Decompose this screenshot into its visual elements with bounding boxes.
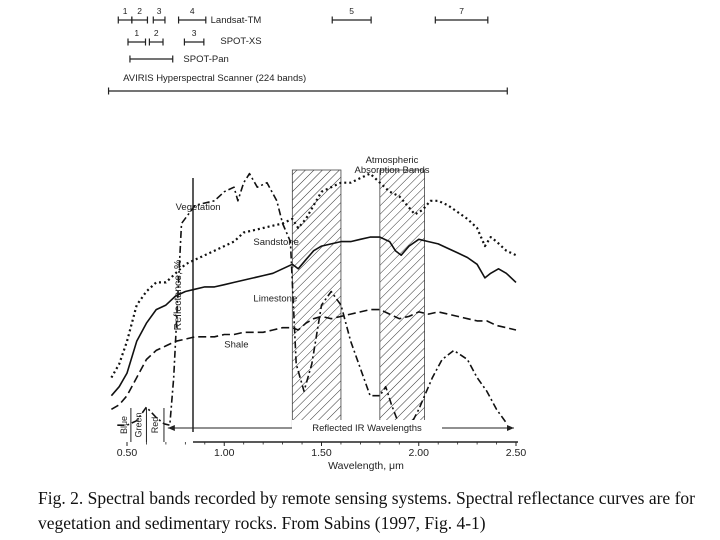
series-label-shale: Shale	[224, 340, 248, 351]
reflectance-curves	[110, 172, 517, 428]
sensor-band-number: 4	[190, 6, 195, 16]
sensor-band-number: 2	[137, 6, 142, 16]
x-tick-label: 1.50	[311, 447, 332, 459]
color-regions: Blue Green Red Reflected IR Wavelengths	[119, 408, 514, 442]
sensor-name-label: Landsat-TM	[211, 15, 262, 26]
series-sandstone-line	[110, 172, 517, 379]
series-shale-line	[111, 308, 517, 410]
color-region-label: Green	[134, 412, 144, 437]
sensor-band-number: 1	[134, 28, 139, 38]
reflected-ir-label-bg	[292, 420, 442, 433]
sensor-band-number: 5	[349, 6, 354, 16]
x-tick-label: 2.50	[506, 447, 527, 459]
sensor-name-label: SPOT-XS	[220, 36, 261, 47]
x-ticks: 0.50 1.00 1.50 2.00 2.50	[117, 442, 527, 459]
series-label-vegetation: Vegetation	[176, 202, 221, 213]
absorption-label-2: Absorption Bands	[355, 165, 430, 176]
x-tick-label: 0.50	[117, 447, 138, 459]
series-labels: Vegetation Sandstone Limestone Shale	[176, 202, 299, 351]
reflected-ir-label: Reflected IR Wavelengths	[312, 423, 422, 434]
plot-axes	[192, 178, 518, 443]
series-label-limestone: Limestone	[253, 293, 297, 304]
absorption-band-1	[291, 169, 342, 429]
sensor-band-number: 7	[459, 6, 464, 16]
color-region-label: Blue	[119, 416, 129, 434]
sensor-band-number: 2	[154, 28, 159, 38]
x-axis-label: Wavelength, μm	[328, 460, 404, 472]
sensor-band-number: 3	[192, 28, 197, 38]
sensor-name-label: SPOT-Pan	[183, 54, 228, 65]
absorption-label-1: Atmospheric	[366, 155, 419, 166]
sensor-band-number: 1	[123, 6, 128, 16]
series-limestone-line	[110, 236, 517, 397]
color-region-label: Red	[150, 417, 160, 434]
sensor-name-label: AVIRIS Hyperspectral Scanner (224 bands)	[123, 73, 306, 84]
x-tick-label: 2.00	[409, 447, 430, 459]
y-axis-label: Reflectance, %	[172, 260, 184, 331]
reflected-ir-arrowhead-left	[167, 425, 175, 431]
figure-caption: Fig. 2. Spectral bands recorded by remot…	[38, 488, 695, 533]
reflected-ir-arrowhead-right	[507, 425, 514, 431]
series-vegetation-line	[117, 172, 507, 428]
sensor-band-number: 3	[157, 6, 162, 16]
series-label-sandstone: Sandstone	[253, 237, 298, 248]
x-tick-label: 1.00	[214, 447, 235, 459]
